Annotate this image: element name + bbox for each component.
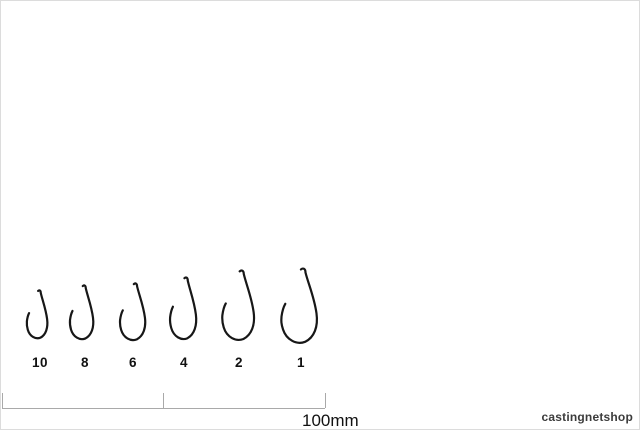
hook-size-label: 2 <box>234 355 243 370</box>
hook-size-label: 8 <box>80 355 89 370</box>
fishhook-icon <box>119 283 146 341</box>
scale-bar-tick-left <box>2 393 3 408</box>
hook-size-label: 4 <box>179 355 188 370</box>
fishhook-icon <box>26 290 48 339</box>
hook-size-label: 6 <box>128 355 137 370</box>
shop-watermark: castingnetshop <box>541 410 633 424</box>
fishhook-icon <box>169 277 197 340</box>
scale-bar-tick-right <box>325 393 326 408</box>
scale-length-label: 100mm <box>302 411 359 430</box>
scale-bar-tick-middle <box>163 393 164 408</box>
fishhook-icon <box>280 268 318 344</box>
hook-size-label: 1 <box>296 355 305 370</box>
fishhook-icon <box>221 270 255 341</box>
fishhook-icon <box>69 285 94 340</box>
hook-size-label: 10 <box>31 355 49 370</box>
scale-bar-line <box>2 408 325 409</box>
